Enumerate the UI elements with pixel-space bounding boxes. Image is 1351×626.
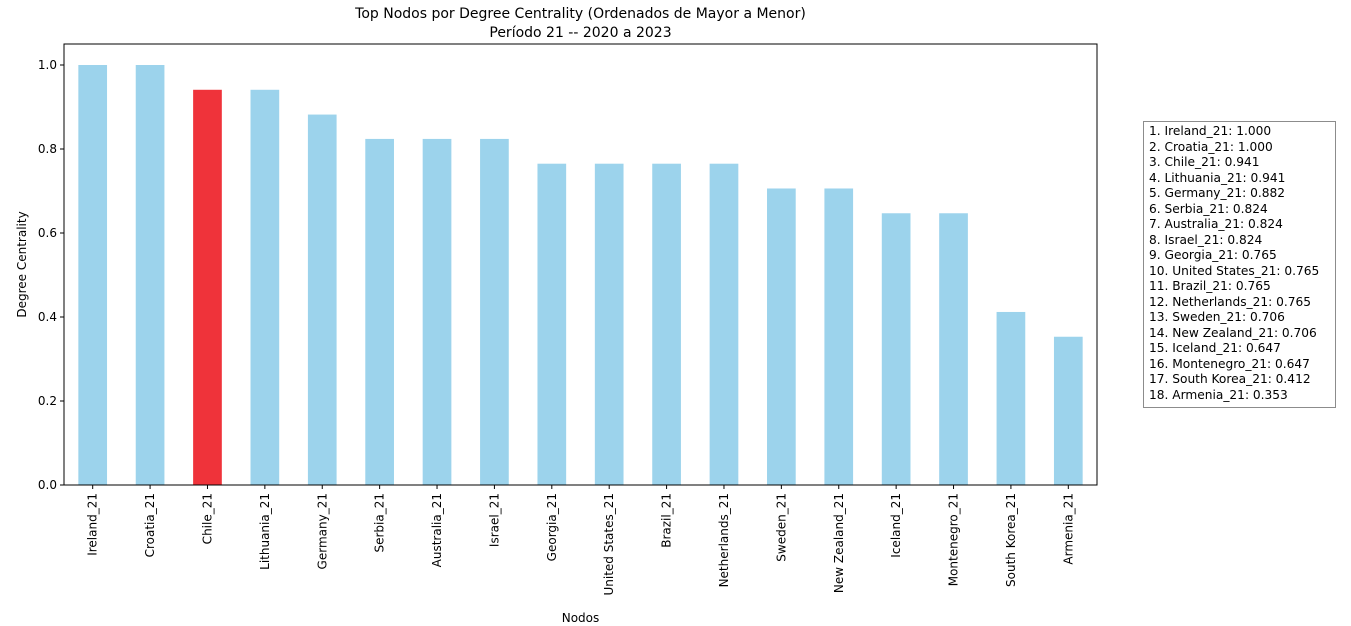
bar-serbia-21 (365, 138, 394, 486)
bar-georgia-21 (537, 163, 567, 485)
y-tick-label: 0.0 (38, 478, 57, 492)
legend-entry: 17. South Korea_21: 0.412 (1149, 372, 1311, 386)
x-tick-label: South Korea_21 (1004, 493, 1018, 587)
legend-entry: 16. Montenegro_21: 0.647 (1149, 356, 1310, 371)
x-tick-label: Iceland_21 (889, 493, 903, 558)
x-tick-label: New Zealand_21 (832, 493, 846, 593)
y-axis: 0.0 0.2 0.4 0.6 0.8 1.0 (38, 58, 64, 492)
y-tick-label: 0.8 (38, 142, 57, 156)
x-tick-label: Australia_21 (430, 493, 444, 567)
y-tick-label: 0.4 (38, 310, 57, 324)
x-tick-label: Lithuania_21 (258, 493, 272, 570)
plot-frame (63, 43, 1098, 486)
x-tick-label: Armenia_21 (1061, 493, 1075, 565)
legend-entry: 4. Lithuania_21: 0.941 (1149, 170, 1286, 185)
x-tick-label: Netherlands_21 (717, 493, 731, 587)
x-tick-label: Serbia_21 (373, 493, 387, 553)
legend-entry: 9. Georgia_21: 0.765 (1149, 248, 1277, 262)
bar-israel-21 (480, 138, 509, 486)
y-axis-label: Degree Centrality (15, 211, 29, 317)
legend-entry: 8. Israel_21: 0.824 (1149, 232, 1263, 247)
y-tick-label: 1.0 (38, 58, 57, 72)
legend-entry: 5. Germany_21: 0.882 (1149, 186, 1285, 200)
bar-sweden-21 (767, 188, 796, 486)
bar-montenegro-21 (939, 213, 968, 485)
x-tick-label: Ireland_21 (86, 493, 100, 556)
bar-united-states-21 (594, 163, 624, 485)
bar-chile-21 (193, 89, 222, 485)
x-tick-label: Montenegro_21 (947, 493, 961, 586)
legend-entry: 15. Iceland_21: 0.647 (1149, 341, 1281, 355)
bar-iceland-21 (881, 213, 911, 485)
x-tick-label: Chile_21 (200, 493, 214, 544)
legend-entry: 14. New Zealand_21: 0.706 (1149, 325, 1317, 340)
legend-entry: 7. Australia_21: 0.824 (1149, 217, 1283, 231)
bar-lithuania-21 (250, 89, 280, 485)
legend-entry: 2. Croatia_21: 1.000 (1149, 139, 1273, 154)
bars-group (78, 65, 1083, 486)
legend-entry: 10. United States_21: 0.765 (1149, 263, 1320, 278)
x-tick-label: Brazil_21 (660, 493, 674, 548)
legend-entry: 3. Chile_21: 0.941 (1149, 155, 1260, 169)
bar-new-zealand-21 (824, 188, 854, 486)
y-tick-label: 0.6 (38, 226, 57, 240)
bar-netherlands-21 (709, 163, 739, 485)
x-tick-label: Georgia_21 (545, 493, 559, 561)
legend-entry: 1. Ireland_21: 1.000 (1149, 124, 1272, 138)
legend-entry: 6. Serbia_21: 0.824 (1149, 201, 1268, 216)
bar-ireland-21 (78, 65, 108, 485)
bar-australia-21 (422, 138, 452, 486)
bar-brazil-21 (652, 163, 681, 485)
legend-entry: 18. Armenia_21: 0.353 (1149, 387, 1288, 402)
chart-title: Top Nodos por Degree Centrality (Ordenad… (354, 6, 806, 22)
x-tick-label: Germany_21 (315, 493, 329, 569)
bar-croatia-21 (135, 65, 165, 485)
bar-germany-21 (307, 114, 337, 485)
values-legend: 1. Ireland_21: 1.000 2. Croatia_21: 1.000… (1143, 121, 1336, 408)
bar-south-korea-21 (996, 311, 1026, 485)
x-tick-label: United States_21 (602, 493, 616, 596)
x-axis: Ireland_21 Croatia_21 Chile_21 Lithuania_21… (86, 485, 1075, 596)
x-tick-label: Israel_21 (487, 493, 501, 547)
legend-entry: 13. Sweden_21: 0.706 (1149, 310, 1285, 324)
x-axis-label: Nodos (562, 611, 600, 625)
chart-subtitle: Período 21 -- 2020 a 2023 (489, 25, 671, 41)
bar-armenia-21 (1053, 336, 1083, 485)
y-tick-label: 0.2 (38, 394, 57, 408)
x-tick-label: Croatia_21 (143, 493, 157, 557)
legend-entry: 11. Brazil_21: 0.765 (1149, 279, 1271, 293)
legend-entry: 12. Netherlands_21: 0.765 (1149, 294, 1312, 309)
x-tick-label: Sweden_21 (774, 493, 788, 562)
